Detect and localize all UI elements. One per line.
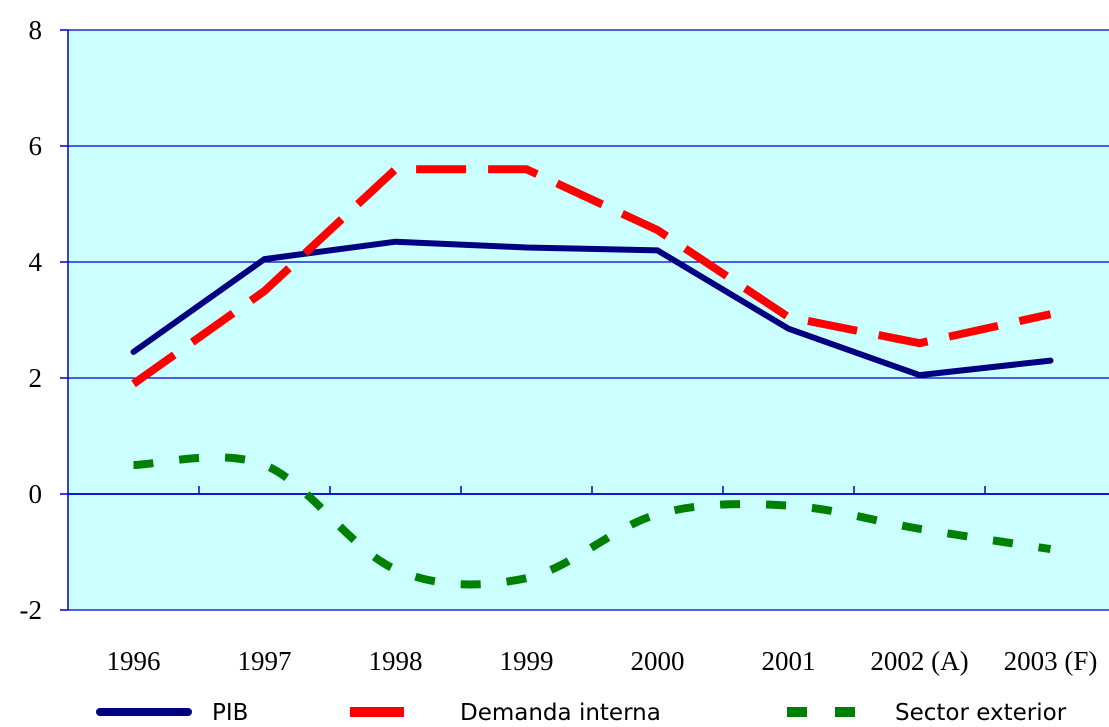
x-tick-label: 2000: [631, 646, 685, 676]
x-tick-label: 1996: [107, 646, 161, 676]
x-tick-label: 1997: [238, 646, 292, 676]
y-tick-label: 2: [29, 363, 43, 393]
y-tick-labels: -2 0 2 4 6 8: [20, 15, 43, 625]
x-tick-label: 2001: [762, 646, 816, 676]
series-line-sector-exterior: [133, 453, 1052, 589]
legend-label: Demanda interna: [460, 700, 661, 726]
y-tick-label: 4: [29, 247, 43, 277]
legend: PIB Demanda interna Sector exterior: [96, 700, 1067, 726]
series-line-demanda-interna: [131, 165, 1052, 388]
x-tick-label: 1998: [369, 646, 423, 676]
x-tick-label: 2003 (F): [1004, 646, 1098, 676]
y-tick-label: 6: [29, 131, 43, 161]
y-tick-label: -2: [20, 595, 43, 625]
plot-area: [68, 30, 1109, 610]
series-lines: [130, 165, 1054, 589]
x-tick-label: 2002 (A): [870, 646, 968, 676]
y-tick-label: 8: [29, 15, 43, 45]
legend-label: Sector exterior: [895, 700, 1067, 726]
axes: [60, 29, 1109, 611]
x-tick-labels: 1996 1997 1998 1999 2000 2001 2002 (A) 2003 (F): [107, 646, 1098, 676]
y-tick-label: 0: [29, 479, 43, 509]
legend-label: PIB: [212, 700, 248, 726]
series-line-pib: [130, 238, 1054, 379]
x-tick-label: 1999: [500, 646, 554, 676]
